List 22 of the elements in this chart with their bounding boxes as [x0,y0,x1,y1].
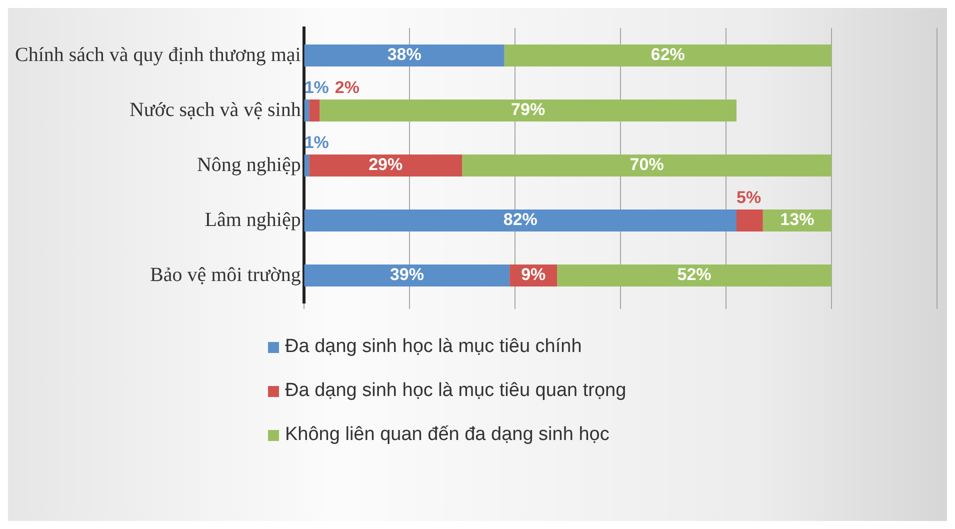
data-label: 1% [304,133,329,152]
data-label: 82% [503,210,538,230]
data-label: 9% [521,265,546,284]
data-label: 62% [650,45,685,64]
data-label: 39% [390,265,424,284]
data-label: 5% [736,188,762,208]
data-label: 13% [780,210,814,230]
legend-label: Không liên quan đến đa dạng sinh học [285,424,610,446]
data-label: 79% [511,100,546,120]
legend-label: Đa dạng sinh học là mục tiêu quan trọng [285,380,626,402]
data-label: 52% [677,265,712,284]
data-label: 70% [630,155,664,174]
y-tick-label: Chính sách và quy định thương mại [14,44,302,66]
y-tick-label: Lâm nghiệp [204,208,301,231]
y-tick-label: Nước sạch và vệ sinh [129,98,301,121]
legend-label: Đa dạng sinh học là mục tiêu chính [285,336,582,358]
y-tick-label: Nông nghiệp [196,154,301,176]
data-label: 29% [368,155,403,174]
data-label: 38% [387,45,422,64]
data-label: 1% [304,78,329,98]
data-label: 2% [334,78,360,98]
y-tick-label: Bảo vệ môi trường [150,264,301,286]
